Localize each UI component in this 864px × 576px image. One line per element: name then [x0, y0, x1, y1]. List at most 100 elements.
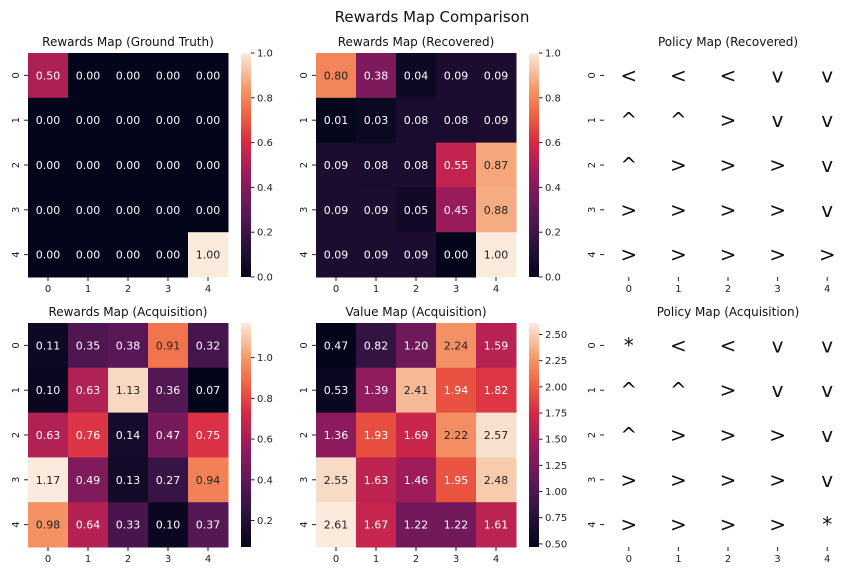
cell-value-label: 0.47: [156, 429, 181, 442]
cell-value-label: 2.22: [444, 429, 469, 442]
cell-value-label: 0.00: [116, 204, 141, 217]
x-tick-label: 4: [205, 554, 211, 565]
x-tick-label: 2: [725, 554, 731, 565]
heatmap-cell: [356, 502, 397, 548]
x-tick-label: 0: [626, 284, 632, 295]
cell-value-label: 0.10: [36, 384, 61, 397]
y-tick-label: 3: [587, 477, 598, 483]
cell-value-label: 0.49: [76, 474, 101, 487]
heatmap-cell: [148, 97, 189, 144]
policy-symbol: v: [821, 423, 833, 447]
colorbar-tick-label: 0.4: [545, 183, 561, 194]
policy-symbol: >: [620, 513, 637, 537]
x-tick-label: 4: [493, 284, 499, 295]
panel-1: Rewards Map (Ground Truth)0.50 0.00 0.00 0.…: [11, 35, 273, 295]
policy-symbol: >: [670, 198, 687, 222]
heatmap-cell: [396, 367, 437, 414]
heatmap-cell: [68, 412, 109, 458]
y-tick-label: 3: [11, 207, 22, 213]
y-tick-label: 0: [587, 342, 598, 348]
policy-symbol: >: [620, 468, 637, 492]
cell-value-label: 0.00: [76, 249, 101, 262]
y-tick-label: 0: [299, 72, 310, 78]
colorbar-tick-label: 2.00: [545, 382, 567, 393]
panel-title: Rewards Map (Acquisition): [49, 305, 208, 319]
x-tick-label: 0: [45, 554, 51, 565]
heatmap-cell: [108, 53, 149, 99]
x-tick-label: 2: [725, 284, 731, 295]
x-tick-label: 3: [774, 284, 780, 295]
cell-value-label: 0.09: [484, 69, 509, 82]
colorbar-tick-label: 1.00: [545, 487, 567, 498]
heatmap-cell: [476, 142, 517, 188]
policy-symbol: v: [772, 108, 784, 132]
heatmap-cell: [68, 53, 109, 99]
cell-value-label: 0.47: [324, 339, 349, 352]
x-tick-label: 4: [824, 284, 830, 295]
cell-value-label: 1.17: [36, 474, 61, 487]
cell-value-label: 0.00: [116, 249, 141, 262]
cell-value-label: 0.09: [444, 69, 469, 82]
cell-value-label: 2.55: [324, 474, 349, 487]
y-tick-label: 2: [11, 162, 22, 168]
x-tick-label: 2: [125, 284, 131, 295]
heatmap-cell: [28, 97, 69, 144]
y-tick-label: 1: [587, 117, 598, 123]
y-tick-label: 4: [11, 251, 22, 257]
cell-value-label: 0.11: [36, 339, 61, 352]
panel-title: Policy Map (Acquisition): [657, 305, 800, 319]
x-tick-label: 4: [205, 284, 211, 295]
heatmap-cell: [356, 142, 397, 188]
heatmap-cell: [148, 53, 189, 99]
cell-value-label: 0.00: [116, 69, 141, 82]
x-tick-label: 3: [453, 284, 459, 295]
cell-value-label: 0.32: [196, 339, 221, 352]
y-tick-label: 1: [11, 387, 22, 393]
cell-value-label: 0.00: [76, 159, 101, 172]
heatmap-cell: [68, 323, 109, 369]
cell-value-label: 1.63: [364, 474, 389, 487]
y-tick-label: 4: [299, 521, 310, 527]
cell-value-label: 0.09: [364, 204, 389, 217]
colorbar: [529, 323, 539, 547]
x-tick-label: 1: [373, 284, 379, 295]
heatmap-cell: [396, 412, 437, 458]
y-tick-label: 3: [11, 477, 22, 483]
colorbar-tick-label: 0.50: [545, 539, 567, 550]
heatmap-cell: [396, 97, 437, 144]
y-tick-label: 0: [299, 342, 310, 348]
colorbar-tick-label: 0.6: [257, 138, 273, 149]
cell-value-label: 0.00: [116, 159, 141, 172]
cell-value-label: 0.03: [364, 114, 389, 127]
heatmap-cell: [476, 232, 517, 278]
heatmap-cell: [356, 323, 397, 369]
cell-value-label: 0.63: [36, 429, 61, 442]
cell-value-label: 0.00: [36, 204, 61, 217]
heatmap-cell: [476, 53, 517, 99]
cell-value-label: 0.94: [196, 474, 221, 487]
y-tick-label: 3: [299, 207, 310, 213]
heatmap-cell: [356, 412, 397, 458]
heatmap-cell: [316, 53, 357, 99]
heatmap-cell: [436, 412, 477, 458]
cell-value-label: 0.00: [196, 69, 221, 82]
cell-value-label: 0.04: [404, 69, 429, 82]
heatmap-cell: [28, 142, 69, 188]
heatmap-cell: [316, 142, 357, 188]
cell-value-label: 0.00: [156, 69, 181, 82]
policy-symbol: v: [821, 108, 833, 132]
heatmap-cell: [108, 412, 149, 458]
policy-symbol: >: [670, 513, 687, 537]
colorbar-tick-label: 0.6: [545, 138, 561, 149]
colorbar-tick-label: 1.0: [257, 49, 273, 60]
x-tick-label: 0: [45, 284, 51, 295]
cell-value-label: 1.22: [404, 519, 429, 532]
panel-title: Value Map (Acquisition): [346, 305, 487, 319]
policy-symbol: >: [670, 243, 687, 267]
cell-value-label: 0.98: [36, 519, 61, 532]
colorbar-tick-label: 0.2: [545, 228, 561, 239]
policy-symbol: v: [772, 333, 784, 357]
y-tick-label: 2: [587, 432, 598, 438]
heatmap-cell: [476, 323, 517, 369]
cell-value-label: 0.08: [404, 114, 429, 127]
